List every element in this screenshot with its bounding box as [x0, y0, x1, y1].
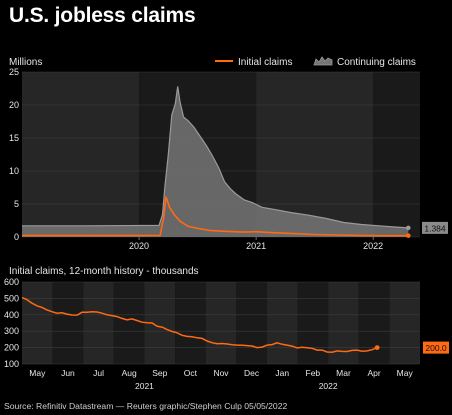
legend-initial-label: Initial claims: [238, 57, 292, 68]
y-tick-label: 600: [4, 277, 19, 287]
x-tick-label: 2021: [246, 241, 266, 251]
history-end-badge: 200.0: [423, 341, 449, 354]
chart-title: U.S. jobless claims: [9, 4, 196, 27]
month-band: [236, 282, 267, 364]
month-label: May: [29, 368, 46, 378]
year-label: 2021: [135, 381, 154, 391]
initial-claims-history-line: [21, 296, 378, 353]
month-label: Sep: [152, 368, 167, 378]
y-tick-label: 400: [4, 310, 19, 320]
y-tick-label: 100: [4, 359, 19, 369]
month-band: [22, 282, 53, 364]
month-band: [389, 282, 420, 364]
continuing-claims-line: [22, 86, 409, 229]
history-end-box: [423, 341, 449, 354]
end-value-label: 1.384: [424, 223, 446, 233]
x-tick-label: 2020: [129, 241, 149, 251]
history-end-point: [374, 345, 380, 350]
history-end-label: 200.0: [425, 343, 447, 353]
month-band: [175, 282, 206, 364]
y-tick-label: 200: [4, 343, 19, 353]
month-band: [205, 282, 237, 364]
initial-claims-line: [22, 196, 409, 237]
month-label: Jul: [93, 368, 104, 378]
month-label: Oct: [184, 368, 198, 378]
source-note: Source: Refinitiv Datastream — Reuters g…: [4, 401, 288, 411]
y-tick-label: 5: [14, 199, 19, 209]
year-band: [373, 72, 420, 237]
y-tick-label: 15: [9, 133, 19, 143]
month-label: Dec: [244, 368, 260, 378]
initial-claims-end-point: [405, 233, 411, 238]
bottom-chart-title: Initial claims, 12-month history - thous…: [9, 266, 199, 277]
y-tick-label: 25: [9, 67, 19, 77]
year-label: 2022: [319, 381, 338, 391]
month-band: [266, 282, 298, 364]
month-band: [297, 282, 329, 364]
y-tick-label: 500: [4, 293, 19, 303]
month-label: Feb: [306, 368, 321, 378]
month-band: [113, 282, 145, 364]
continuing-claims-end-point: [405, 225, 411, 231]
y-tick-label: 300: [4, 326, 19, 336]
y-tick-label: 0: [14, 232, 19, 242]
year-band: [22, 72, 140, 237]
month-label: Nov: [213, 368, 229, 378]
end-value-box: [422, 221, 448, 234]
month-label: Aug: [122, 368, 137, 378]
y-tick-label: 20: [9, 100, 19, 110]
x-tick-label: 2022: [363, 241, 383, 251]
month-label: Jun: [61, 368, 75, 378]
month-label: May: [397, 368, 414, 378]
unit-label: Millions: [9, 57, 42, 68]
month-label: Apr: [367, 368, 380, 378]
legend-continuing-swatch: [313, 56, 333, 66]
y-tick-label: 10: [9, 166, 19, 176]
month-band: [83, 282, 114, 364]
month-band: [52, 282, 84, 364]
bottom-panel: Initial claims, 12-month history - thous…: [4, 266, 449, 391]
month-label: Jan: [275, 368, 289, 378]
legend-continuing-label: Continuing claims: [337, 57, 416, 68]
end-value-badge: 1.384: [422, 221, 448, 234]
month-band: [358, 282, 390, 364]
month-label: Mar: [336, 368, 351, 378]
